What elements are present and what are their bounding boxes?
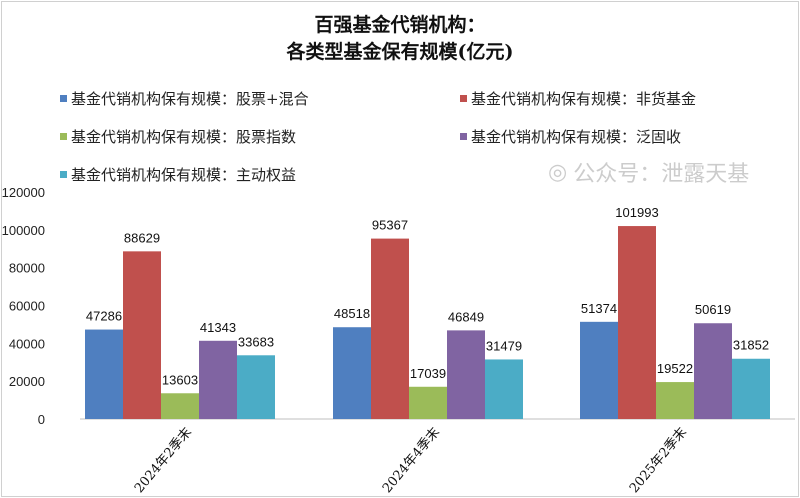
bar — [409, 386, 447, 419]
legend-swatch — [60, 133, 67, 140]
y-tick-label: 20000 — [9, 374, 45, 389]
data-label: 13603 — [162, 372, 198, 387]
data-label: 47286 — [86, 309, 122, 324]
legend-label: 基金代销机构保有规模：股票指数 — [71, 128, 297, 146]
legend-item: 基金代销机构保有规模：非货基金 — [460, 88, 696, 109]
chart-title: 百强基金代销机构： — [314, 14, 486, 36]
data-label: 95367 — [372, 218, 408, 233]
legend-label: 基金代销机构保有规模：非货基金 — [471, 90, 697, 108]
watermark-text: 公众号：泄露天基 — [573, 162, 750, 187]
bar — [161, 393, 199, 419]
bar — [485, 359, 523, 419]
bar — [123, 251, 161, 419]
data-label: 31479 — [486, 338, 522, 353]
data-label: 19522 — [657, 361, 693, 376]
legend-label: 基金代销机构保有规模：泛固收 — [471, 128, 682, 146]
x-tick-label: 2025年2季末 — [627, 425, 690, 496]
bar — [199, 340, 237, 419]
y-tick-label: 40000 — [9, 336, 45, 351]
data-label: 33683 — [238, 334, 274, 349]
legend-item: 基金代销机构保有规模：股票指数 — [60, 126, 296, 147]
data-label: 88629 — [124, 230, 160, 245]
data-label: 46849 — [448, 309, 484, 324]
chart-subtitle: 各类型基金保有规模(亿元) — [286, 41, 514, 63]
bar — [618, 226, 656, 419]
y-tick-label: 0 — [38, 412, 45, 427]
bar — [371, 238, 409, 419]
legend-item: 基金代销机构保有规模：泛固收 — [460, 126, 681, 147]
legend-item: 基金代销机构保有规模：股票+混合 — [60, 88, 309, 109]
legend-label: 基金代销机构保有规模：主动权益 — [71, 166, 297, 184]
bar — [732, 358, 770, 419]
bar — [580, 321, 618, 419]
wechat-icon: ◎ — [548, 159, 568, 185]
legend-swatch — [60, 95, 67, 102]
data-label: 50619 — [695, 302, 731, 317]
y-tick-label: 60000 — [9, 299, 45, 314]
bar — [237, 355, 275, 419]
data-label: 51374 — [581, 301, 617, 316]
watermark: ◎ 公众号：泄露天基 — [548, 156, 749, 188]
y-tick-label: 100000 — [2, 223, 45, 238]
y-tick-label: 80000 — [9, 261, 45, 276]
legend-swatch — [460, 95, 467, 102]
bar — [656, 382, 694, 419]
legend-label: 基金代销机构保有规模：股票+混合 — [71, 90, 309, 108]
data-label: 41343 — [200, 320, 236, 335]
bar — [85, 329, 123, 419]
data-label: 31852 — [733, 338, 769, 353]
bar — [694, 323, 732, 419]
legend-swatch — [460, 133, 467, 140]
x-tick-label: 2024年4季末 — [380, 425, 443, 496]
y-tick-label: 120000 — [2, 185, 45, 200]
data-label: 101993 — [615, 205, 658, 220]
legend-item: 基金代销机构保有规模：主动权益 — [60, 164, 296, 185]
bar — [333, 327, 371, 419]
x-tick-label: 2024年2季末 — [132, 425, 195, 496]
data-label: 17039 — [410, 366, 446, 381]
bar — [447, 330, 485, 419]
legend-swatch — [60, 171, 67, 178]
data-label: 48518 — [334, 306, 370, 321]
